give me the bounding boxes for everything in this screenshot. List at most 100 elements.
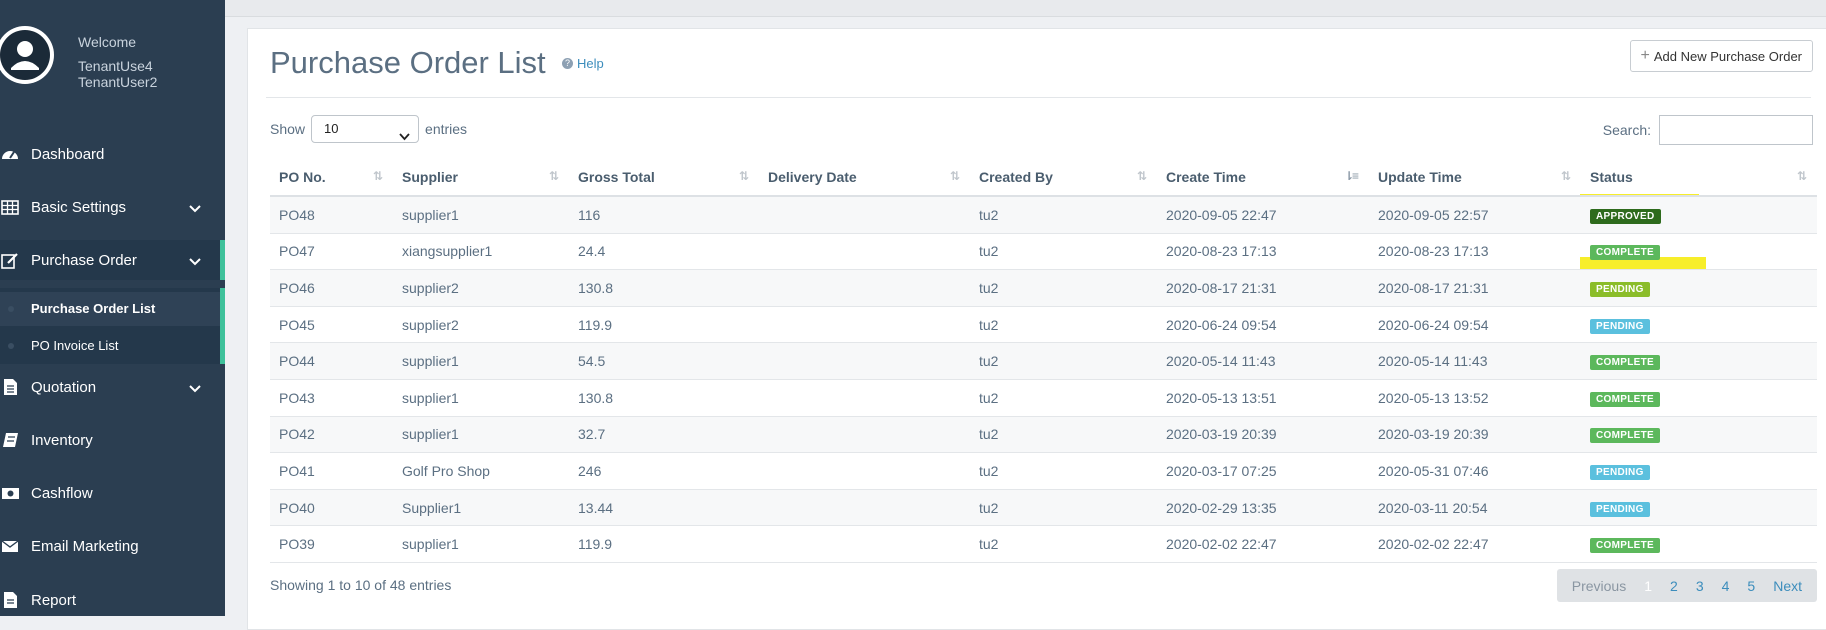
dashboard-icon [0, 144, 20, 164]
table-cell: COMPLETE [1581, 379, 1817, 417]
nav-inventory[interactable]: Inventory [0, 420, 225, 460]
add-new-purchase-order-button[interactable]: + Add New Purchase Order [1629, 40, 1813, 72]
table-cell: PENDING [1581, 269, 1817, 307]
column-header[interactable]: Status ⇅ [1581, 159, 1817, 197]
page-size-value: 10 [324, 121, 339, 136]
previous-button[interactable]: Previous [1571, 577, 1627, 594]
table-row[interactable]: PO44 supplier1 54.5 tu2 2020-05-14 11:43 2020… [270, 342, 1817, 380]
money-icon [0, 483, 20, 503]
table-cell: PENDING [1581, 306, 1817, 344]
nav-label: Report [31, 591, 77, 609]
sort-icon: ⇅ [1560, 169, 1571, 183]
column-header[interactable]: Create Time ⇂≡ [1157, 159, 1369, 197]
table-cell: PO46 [270, 269, 393, 307]
search-input[interactable] [1659, 115, 1813, 145]
chevron-down-icon [189, 380, 201, 397]
table-cell: 2020-02-02 22:47 [1369, 525, 1581, 563]
sort-icon: ⇅ [1136, 169, 1147, 183]
nav-label: Email Marketing [31, 537, 139, 555]
table-row[interactable]: PO41 Golf Pro Shop 246 tu2 2020-03-17 07:25 2… [270, 452, 1817, 490]
submenu-purchase-order-list[interactable]: Purchase Order List [31, 301, 156, 316]
table-cell: 246 [569, 452, 759, 490]
table-row[interactable]: PO47 xiangsupplier1 24.4 tu2 2020-08-23 17:1… [270, 233, 1817, 271]
status-badge: COMPLETE [1590, 538, 1660, 554]
page-button[interactable]: 4 [1721, 577, 1730, 594]
next-button[interactable]: Next [1773, 577, 1802, 594]
page-size-select[interactable]: 10 [311, 115, 420, 143]
welcome-text: Welcome [78, 34, 137, 50]
status-badge: COMPLETE [1590, 391, 1660, 407]
table-cell: 2020-03-19 20:39 [1157, 416, 1369, 454]
nav-cashflow[interactable]: Cashflow [0, 473, 225, 513]
table-cell: tu2 [970, 452, 1157, 490]
nav-dashboard[interactable]: Dashboard [0, 134, 225, 174]
table-header-row: PO No. ⇅ Supplier ⇅ Gross Total ⇅ Delivery … [270, 159, 1817, 197]
column-header[interactable]: PO No. ⇅ [270, 159, 393, 197]
table-info: Showing 1 to 10 of 48 entries [270, 577, 452, 593]
sidebar: Welcome TenantUse4 TenantUser2 Dashboard… [0, 0, 225, 616]
table-cell [759, 342, 970, 380]
status-badge: COMPLETE [1590, 245, 1660, 261]
table-cell: COMPLETE [1581, 416, 1817, 454]
table-cell [759, 233, 970, 271]
table-cell: 2020-08-17 21:31 [1157, 269, 1369, 307]
avatar[interactable] [0, 26, 54, 84]
column-header[interactable]: Created By ⇅ [970, 159, 1157, 197]
page-title: Purchase Order List [270, 45, 546, 80]
table-row[interactable]: PO43 supplier1 130.8 tu2 2020-05-13 13:51 202… [270, 379, 1817, 417]
table-cell: COMPLETE [1581, 233, 1817, 271]
page-button[interactable]: 3 [1695, 577, 1704, 594]
sort-icon: ⇅ [1796, 169, 1807, 183]
table-cell: PO39 [270, 525, 393, 563]
table-cell: PO42 [270, 416, 393, 454]
nav-purchase-order[interactable]: Purchase Order [0, 240, 225, 280]
pagination: Previous 1 2 3 4 5 Next [1556, 569, 1817, 602]
submenu-po-invoice-list[interactable]: PO Invoice List [31, 338, 119, 353]
help-link[interactable]: ? Help [562, 56, 604, 71]
table-cell: supplier1 [393, 416, 569, 454]
page-button[interactable]: 2 [1670, 577, 1678, 594]
status-badge: COMPLETE [1590, 428, 1660, 444]
nav-email-marketing[interactable]: Email Marketing [0, 526, 225, 566]
table-cell: 2020-09-05 22:57 [1369, 196, 1581, 234]
page-button[interactable]: 1 [1644, 577, 1653, 594]
username-line2: TenantUser2 [78, 74, 158, 90]
table-row[interactable]: PO42 supplier1 32.7 tu2 2020-03-19 20:39 2020… [270, 416, 1817, 454]
nav-basic-settings[interactable]: Basic Settings [0, 187, 225, 227]
table-cell: PO44 [270, 342, 393, 380]
bullet-icon [8, 306, 14, 312]
table-cell: 2020-03-19 20:39 [1369, 416, 1581, 454]
table-cell: supplier2 [393, 306, 569, 344]
table-row[interactable]: PO46 supplier2 130.8 tu2 2020-08-17 21:31 202… [270, 269, 1817, 307]
page-button[interactable]: 5 [1747, 577, 1756, 594]
status-badge: COMPLETE [1590, 355, 1660, 371]
column-header[interactable]: Update Time ⇅ [1369, 159, 1581, 197]
purchase-order-table: PO No. ⇅ Supplier ⇅ Gross Total ⇅ Delivery … [270, 159, 1817, 563]
book-icon [0, 430, 20, 450]
status-badge: PENDING [1590, 501, 1650, 517]
column-header[interactable]: Gross Total ⇅ [569, 159, 759, 197]
table-row[interactable]: PO40 Supplier1 13.44 tu2 2020-02-29 13:35 202… [270, 489, 1817, 527]
table-cell: 2020-02-29 13:35 [1157, 489, 1369, 527]
column-header[interactable]: Delivery Date ⇅ [759, 159, 970, 197]
column-header[interactable]: Supplier ⇅ [393, 159, 569, 197]
table-cell [759, 452, 970, 490]
nav-quotation[interactable]: Quotation [0, 367, 225, 407]
search-control: Search: [1603, 115, 1813, 145]
document-icon [0, 377, 20, 397]
nav-report[interactable]: Report [0, 580, 225, 620]
table-cell: tu2 [970, 306, 1157, 344]
table-cell: 24.4 [569, 233, 759, 271]
table-cell: 119.9 [569, 525, 759, 563]
table-cell: 2020-08-17 21:31 [1369, 269, 1581, 307]
chevron-down-icon [189, 253, 201, 270]
table-cell: PENDING [1581, 452, 1817, 490]
table-row[interactable]: PO48 supplier1 116 tu2 2020-09-05 22:47 2020-… [270, 196, 1817, 234]
table-row[interactable]: PO45 supplier2 119.9 tu2 2020-06-24 09:54 202… [270, 306, 1817, 344]
sort-icon: ⇅ [372, 169, 383, 183]
nav-label: Purchase Order [31, 251, 137, 269]
table-row[interactable]: PO39 supplier1 119.9 tu2 2020-02-02 22:47 202… [270, 525, 1817, 563]
table-cell: PO48 [270, 196, 393, 234]
question-icon: ? [562, 58, 573, 69]
bullet-icon [8, 343, 14, 349]
